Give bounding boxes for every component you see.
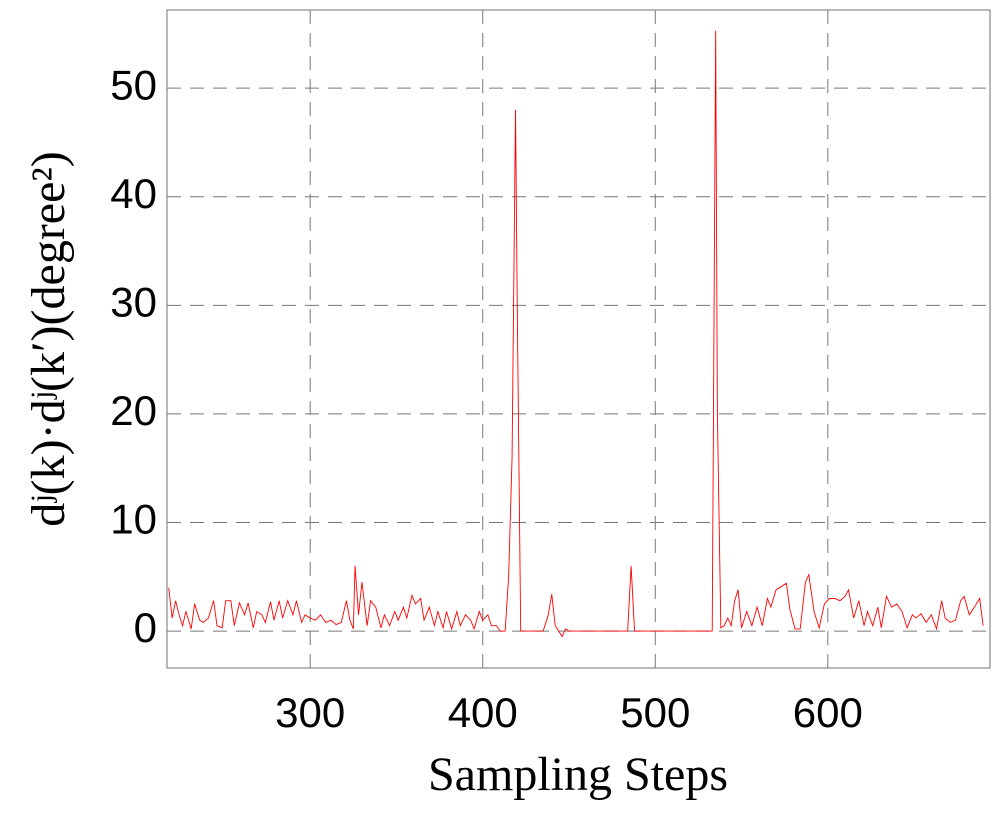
y-tick-label: 0 [134,604,157,651]
y-tick-label: 50 [110,61,157,108]
x-tick-label: 300 [275,689,345,736]
y-tick-label: 10 [110,496,157,543]
y-tick-label: 30 [110,278,157,325]
y-tick-label: 40 [110,170,157,217]
x-axis-label: Sampling Steps [428,748,728,801]
x-tick-label: 600 [793,689,863,736]
plot-frame [166,9,991,669]
y-tick-label: 20 [110,387,157,434]
x-tick-label: 500 [620,689,690,736]
x-tick-label: 400 [448,689,518,736]
y-axis-label: dʲ(k)·dʲ(k′)(degree²) [22,151,75,527]
data-line [168,30,984,638]
